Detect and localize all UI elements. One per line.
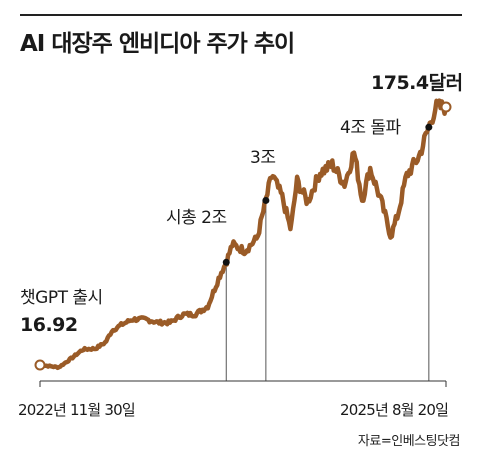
marker-2t bbox=[222, 258, 230, 266]
marker-3t bbox=[262, 196, 270, 204]
annotation-end-value: 175.4달러 bbox=[371, 72, 463, 94]
annotation-3t-label: 3조 bbox=[250, 148, 276, 168]
annotation-4t-label: 4조 돌파 bbox=[340, 118, 401, 138]
marker-end bbox=[440, 101, 452, 113]
chart-title: AI 대장주 엔비디아 주가 추이 bbox=[20, 31, 295, 57]
annotation-start-value: 16.92 bbox=[20, 314, 78, 336]
x-axis-end-label: 2025년 8월 20일 bbox=[340, 401, 449, 419]
annotation-2t-label: 시총 2조 bbox=[166, 208, 227, 228]
marker-chatgpt bbox=[34, 359, 46, 371]
annotation-chatgpt-label: 챗GPT 출시 bbox=[20, 288, 103, 308]
top-rule bbox=[20, 14, 462, 16]
marker-4t bbox=[425, 123, 433, 131]
source-credit: 자료=인베스팅닷컴 bbox=[357, 434, 461, 449]
price-line bbox=[37, 98, 449, 371]
x-axis-start-label: 2022년 11월 30일 bbox=[18, 401, 136, 419]
